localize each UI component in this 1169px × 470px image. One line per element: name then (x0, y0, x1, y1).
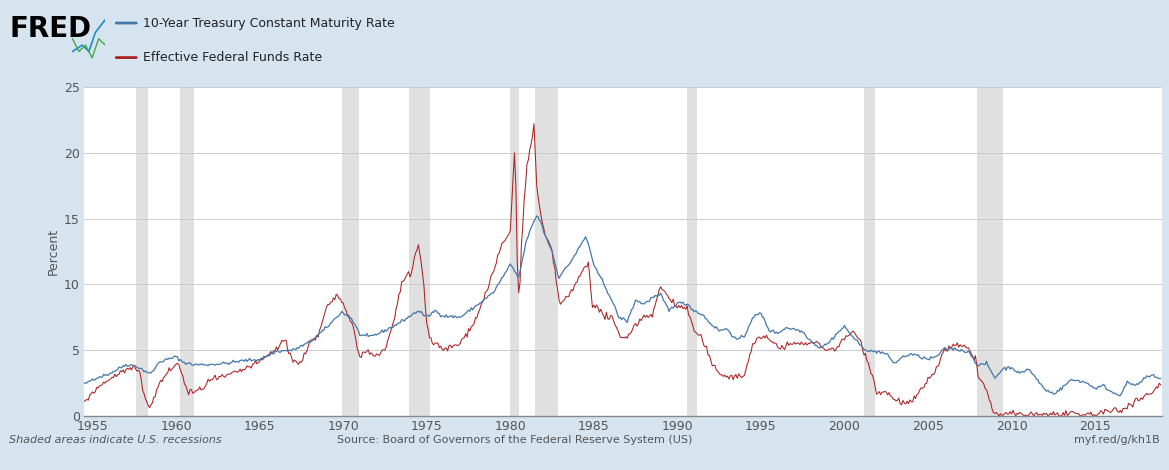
Text: FRED: FRED (9, 15, 91, 43)
Y-axis label: Percent: Percent (47, 228, 60, 275)
Bar (977, 87, 1003, 416)
Text: myf.red/g/kh1B: myf.red/g/kh1B (1074, 435, 1160, 445)
Text: Shaded areas indicate U.S. recessions: Shaded areas indicate U.S. recessions (9, 435, 222, 445)
Text: Source: Board of Governors of the Federal Reserve System (US): Source: Board of Governors of the Federa… (337, 435, 692, 445)
Bar (535, 87, 558, 416)
Bar (511, 87, 519, 416)
Bar (180, 87, 194, 416)
Text: 10-Year Treasury Constant Maturity Rate: 10-Year Treasury Constant Maturity Rate (143, 16, 394, 30)
Bar (409, 87, 429, 416)
Bar (136, 87, 148, 416)
Text: Effective Federal Funds Rate: Effective Federal Funds Rate (143, 51, 321, 64)
Bar (687, 87, 697, 416)
Bar (864, 87, 876, 416)
Bar (341, 87, 359, 416)
